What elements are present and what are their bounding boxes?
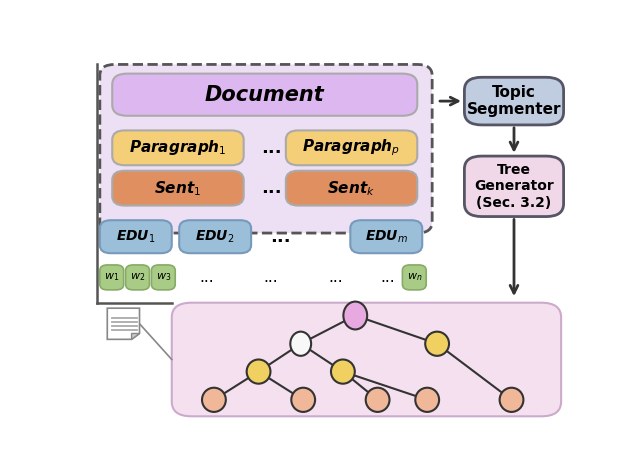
Text: Paragraph$_1$: Paragraph$_1$ [129,139,227,158]
Ellipse shape [365,388,390,412]
Text: ...: ... [271,228,291,246]
Ellipse shape [415,388,439,412]
FancyBboxPatch shape [112,130,244,165]
FancyBboxPatch shape [286,171,417,206]
FancyBboxPatch shape [152,265,175,290]
Text: Paragraph$_p$: Paragraph$_p$ [303,138,401,158]
FancyBboxPatch shape [403,265,426,290]
Text: Tree
Generator
(Sec. 3.2): Tree Generator (Sec. 3.2) [474,163,554,209]
Ellipse shape [246,359,271,384]
Ellipse shape [202,388,226,412]
Text: ...: ... [199,270,214,285]
Text: $w_1$: $w_1$ [104,271,120,283]
Text: Document: Document [205,85,324,105]
Text: EDU$_m$: EDU$_m$ [365,228,408,245]
Text: ...: ... [260,179,281,198]
Ellipse shape [291,388,315,412]
FancyBboxPatch shape [112,171,244,206]
Text: ...: ... [380,270,395,285]
Text: EDU$_1$: EDU$_1$ [116,228,156,245]
Text: $w_n$: $w_n$ [406,271,422,283]
Ellipse shape [331,359,355,384]
FancyBboxPatch shape [100,265,124,290]
FancyBboxPatch shape [465,77,564,125]
Ellipse shape [291,332,311,356]
Ellipse shape [425,332,449,356]
FancyBboxPatch shape [286,130,417,165]
Polygon shape [132,334,140,339]
FancyBboxPatch shape [179,220,251,253]
FancyBboxPatch shape [100,64,432,233]
Polygon shape [108,308,140,339]
FancyBboxPatch shape [465,156,564,217]
FancyBboxPatch shape [125,265,150,290]
FancyBboxPatch shape [350,220,422,253]
Ellipse shape [344,302,367,329]
Text: $w_3$: $w_3$ [156,271,171,283]
Text: Topic
Segmenter: Topic Segmenter [467,85,561,117]
Text: Sent$_1$: Sent$_1$ [154,179,202,198]
Text: Sent$_k$: Sent$_k$ [328,179,376,198]
Text: ...: ... [260,139,281,157]
Ellipse shape [500,388,524,412]
Text: $w_2$: $w_2$ [130,271,145,283]
FancyBboxPatch shape [112,74,417,116]
Text: ...: ... [328,270,343,285]
FancyBboxPatch shape [100,220,172,253]
FancyBboxPatch shape [172,303,561,416]
Text: EDU$_2$: EDU$_2$ [195,228,235,245]
Text: ...: ... [264,270,278,285]
